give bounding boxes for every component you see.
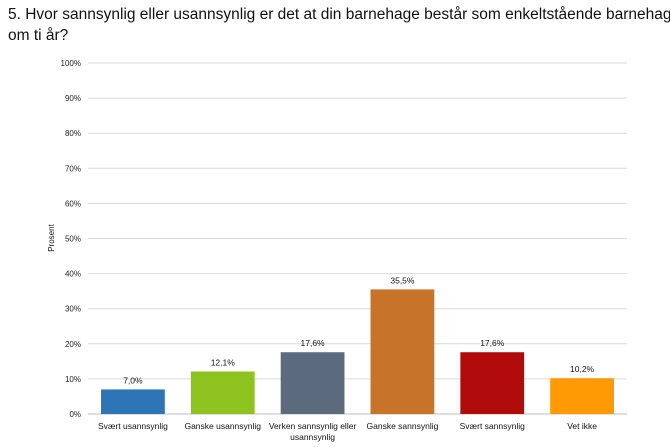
data-label: 7,0% xyxy=(123,375,143,385)
y-axis-ticks: 0% 10% 20% 30% 40% 50% 60% 70% 80% 90% 100% xyxy=(61,59,81,419)
gridlines xyxy=(88,62,627,415)
chart-title: 5. Hvor sannsynlig eller usannsynlig er … xyxy=(8,4,670,46)
x-category-label: Ganske sannsynlig xyxy=(367,421,439,431)
bar xyxy=(280,352,345,414)
bar xyxy=(460,352,525,414)
x-axis-categories: Svært usannsynlig Ganske usannsynlig Verke… xyxy=(98,421,597,442)
x-category-label: Svært usannsynlig xyxy=(98,421,168,431)
data-label: 35,5% xyxy=(390,275,415,285)
y-axis-label: Prosent xyxy=(47,223,56,251)
y-tick-label: 50% xyxy=(65,235,81,244)
y-tick-label: 0% xyxy=(69,410,81,419)
bar xyxy=(370,289,435,414)
x-category-label: usannsynlig xyxy=(290,432,335,442)
bar xyxy=(190,371,255,414)
y-tick-label: 70% xyxy=(65,164,81,173)
data-label: 10,2% xyxy=(570,364,595,374)
data-labels: 7,0% 12,1% 17,6% 35,5% 17,6% 10,2% xyxy=(123,275,594,385)
y-tick-label: 30% xyxy=(65,305,81,314)
y-tick-label: 60% xyxy=(65,199,81,208)
data-label: 12,1% xyxy=(211,358,236,368)
y-tick-label: 100% xyxy=(61,59,81,68)
y-tick-label: 80% xyxy=(65,129,81,138)
x-category-label: Verken sannsynlig eller xyxy=(269,421,357,431)
chart-title-line-2: om ti år? xyxy=(8,27,69,44)
y-tick-label: 90% xyxy=(65,94,81,103)
y-tick-label: 10% xyxy=(65,375,81,384)
data-label: 17,6% xyxy=(301,338,326,348)
x-category-label: Svært sannsynlig xyxy=(460,421,525,431)
x-category-label: Ganske usannsynlig xyxy=(184,421,261,431)
chart-title-line-1: 5. Hvor sannsynlig eller usannsynlig er … xyxy=(8,6,670,23)
y-tick-label: 20% xyxy=(65,340,81,349)
bar xyxy=(550,378,614,414)
bar xyxy=(101,389,165,414)
y-tick-label: 40% xyxy=(65,270,81,279)
data-label: 17,6% xyxy=(480,338,505,348)
x-category-label: Vet ikke xyxy=(567,421,597,431)
bars xyxy=(101,289,614,414)
